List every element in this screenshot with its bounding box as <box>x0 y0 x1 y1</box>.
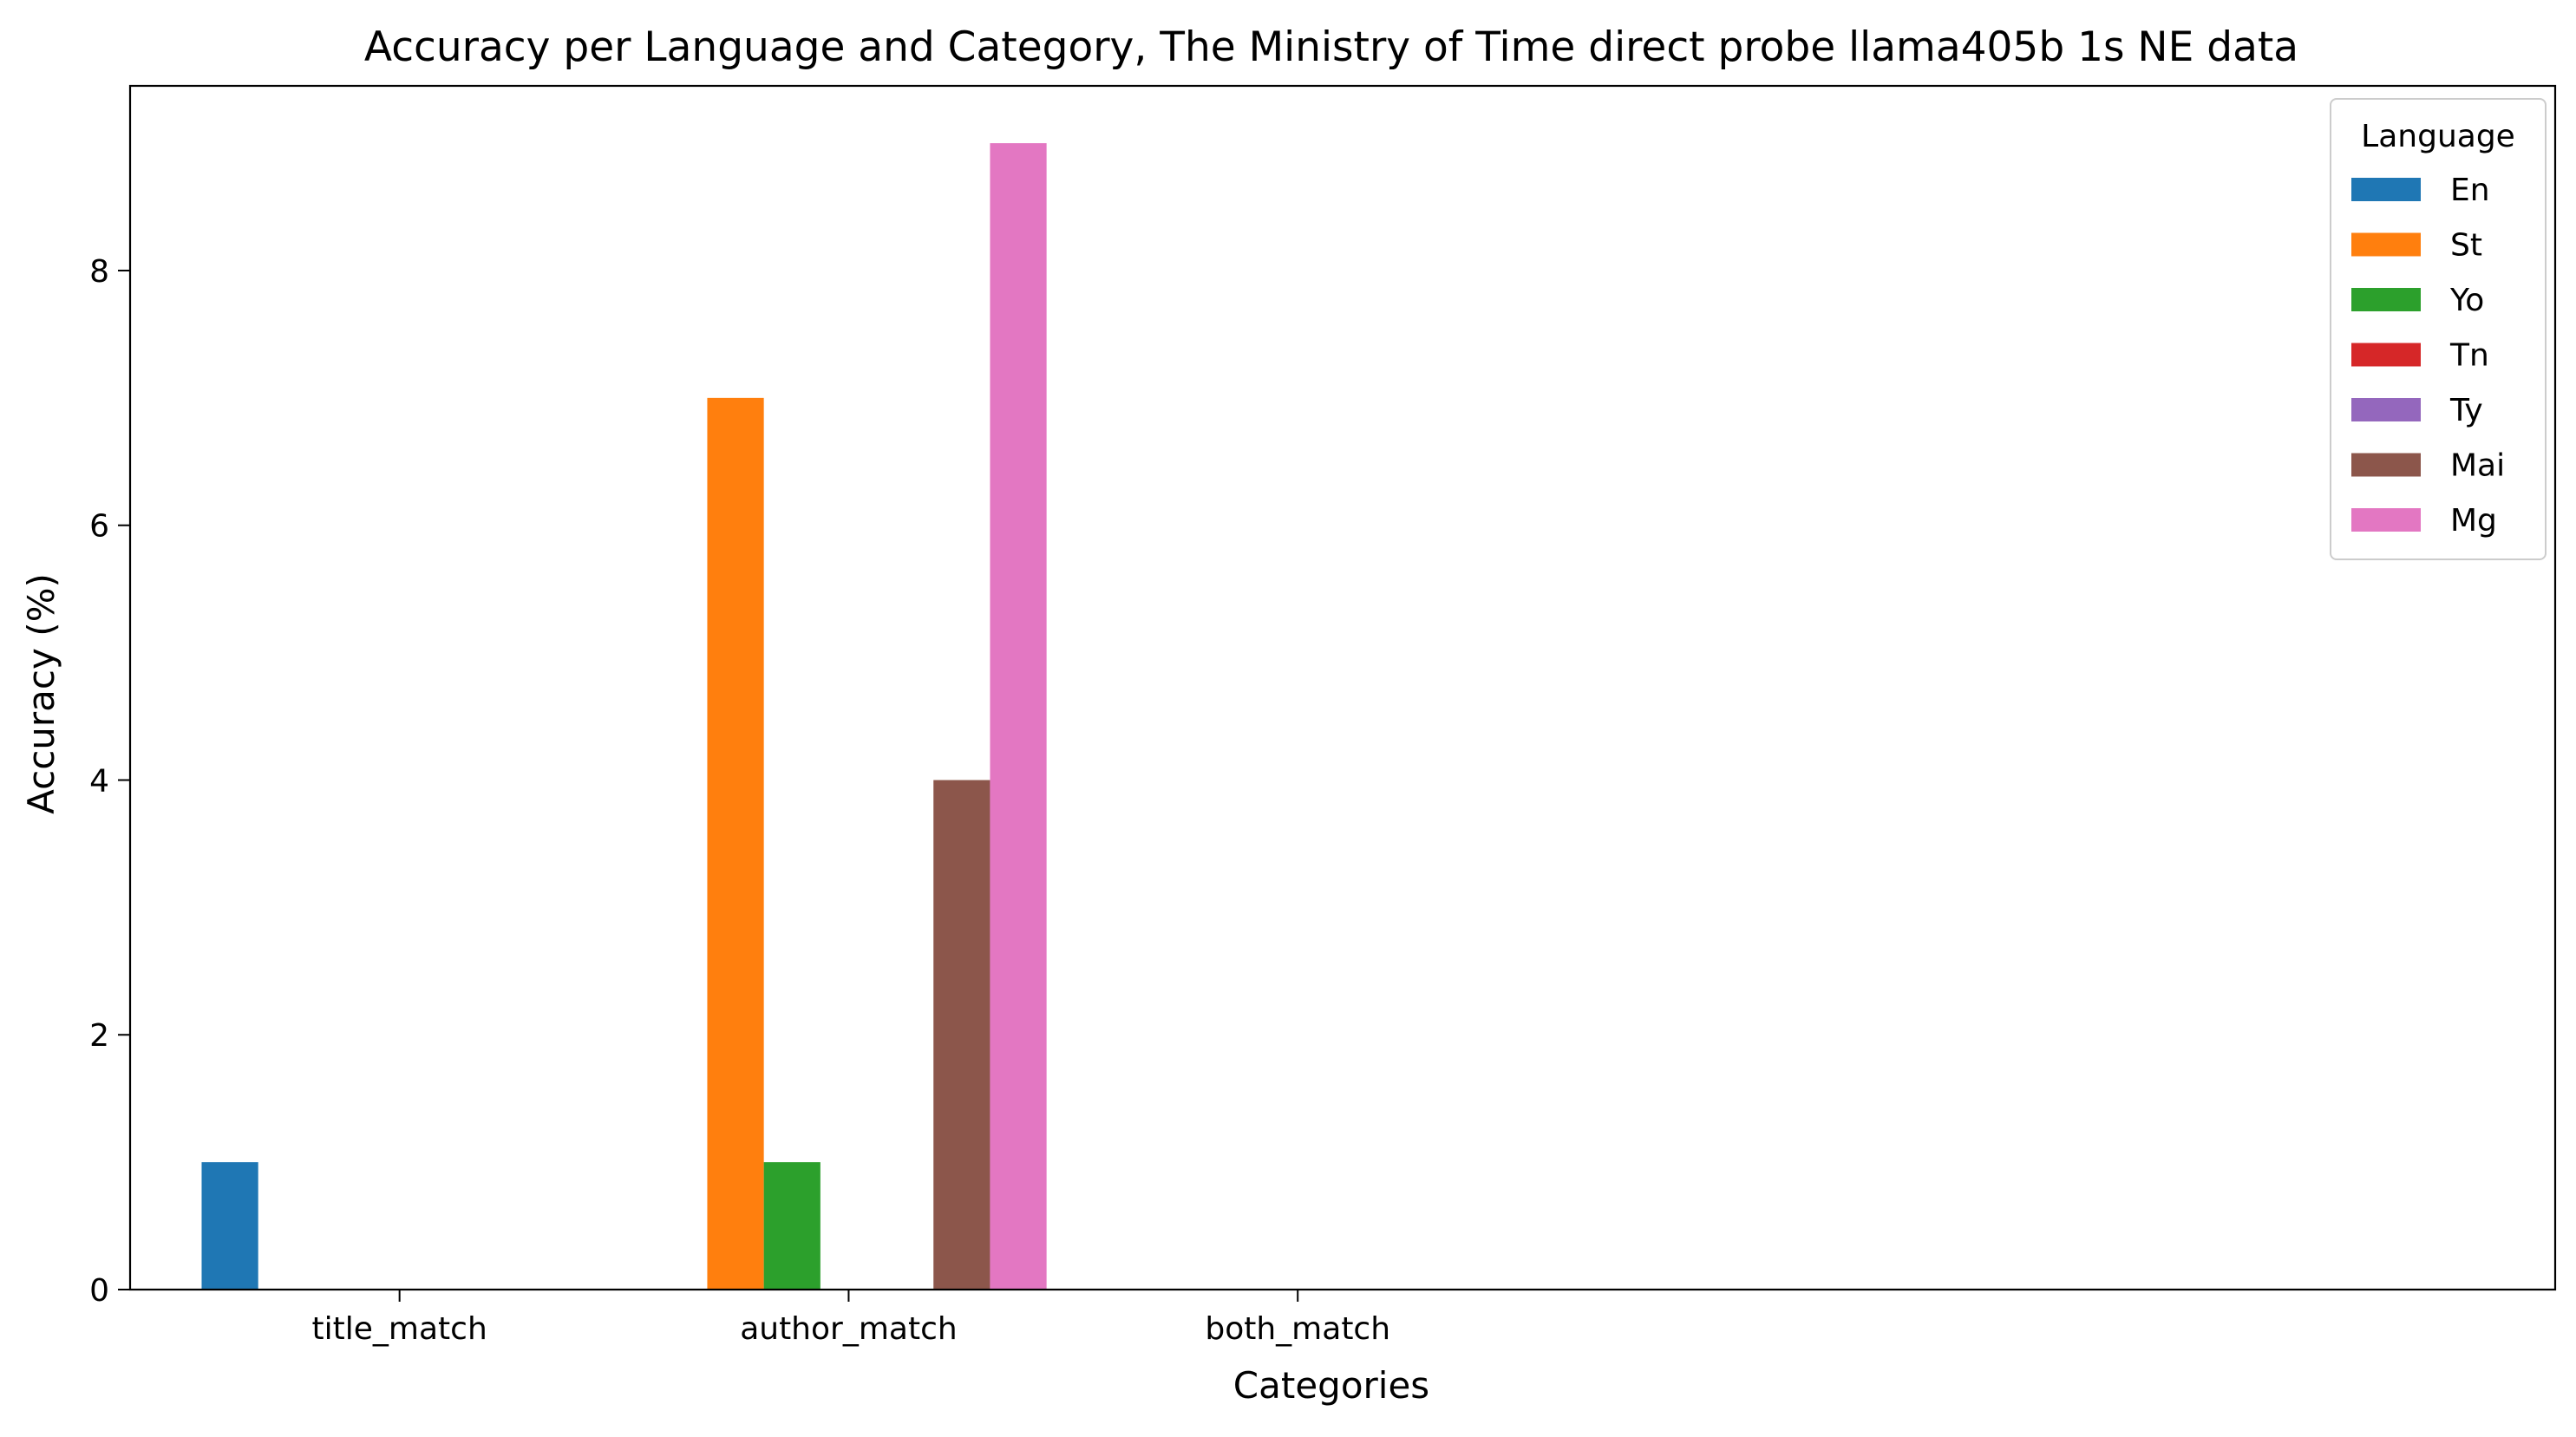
legend-label-ty: Ty <box>2449 393 2483 428</box>
legend-swatch-ty <box>2351 398 2421 421</box>
legend-label-tn: Tn <box>2449 338 2489 374</box>
x-tick-label-both-match: both_match <box>1205 1311 1390 1347</box>
bar-mg-author-match <box>990 143 1047 1290</box>
legend: Language En St Yo Tn Ty Mai Mg <box>2330 98 2547 560</box>
y-tick-label: 4 <box>89 763 109 799</box>
x-tick-label-title-match: title_match <box>312 1311 487 1347</box>
y-tick-label: 8 <box>89 254 109 290</box>
legend-swatch-yo <box>2351 288 2421 311</box>
legend-swatch-en <box>2351 178 2421 201</box>
legend-label-yo: Yo <box>2449 283 2484 318</box>
legend-frame <box>2330 98 2547 560</box>
plot-area: 0 2 4 6 8 title_match author_match both_match <box>89 84 2557 1347</box>
bar-en-title-match <box>201 1162 258 1290</box>
x-axis-label: Categories <box>1233 1364 1429 1407</box>
legend-label-st: St <box>2450 228 2482 264</box>
y-tick-label: 6 <box>89 509 109 545</box>
legend-label-mg: Mg <box>2450 503 2497 539</box>
y-tick-label: 0 <box>89 1273 109 1309</box>
plot-frame <box>128 84 2557 1291</box>
chart-title: Accuracy per Language and Category, The … <box>364 23 2298 71</box>
legend-title: Language <box>2361 119 2515 154</box>
legend-swatch-mai <box>2351 453 2421 477</box>
x-tick-label-author-match: author_match <box>740 1311 958 1347</box>
bar-yo-author-match <box>763 1162 821 1290</box>
bar-mai-author-match <box>933 780 991 1290</box>
bar-st-author-match <box>707 397 764 1290</box>
y-axis-label: Accuracy (%) <box>20 573 62 814</box>
legend-label-mai: Mai <box>2450 448 2505 484</box>
legend-swatch-tn <box>2351 343 2421 367</box>
y-tick-label: 2 <box>89 1018 109 1054</box>
legend-swatch-st <box>2351 232 2421 257</box>
legend-swatch-mg <box>2351 508 2421 532</box>
legend-label-en: En <box>2450 173 2490 208</box>
